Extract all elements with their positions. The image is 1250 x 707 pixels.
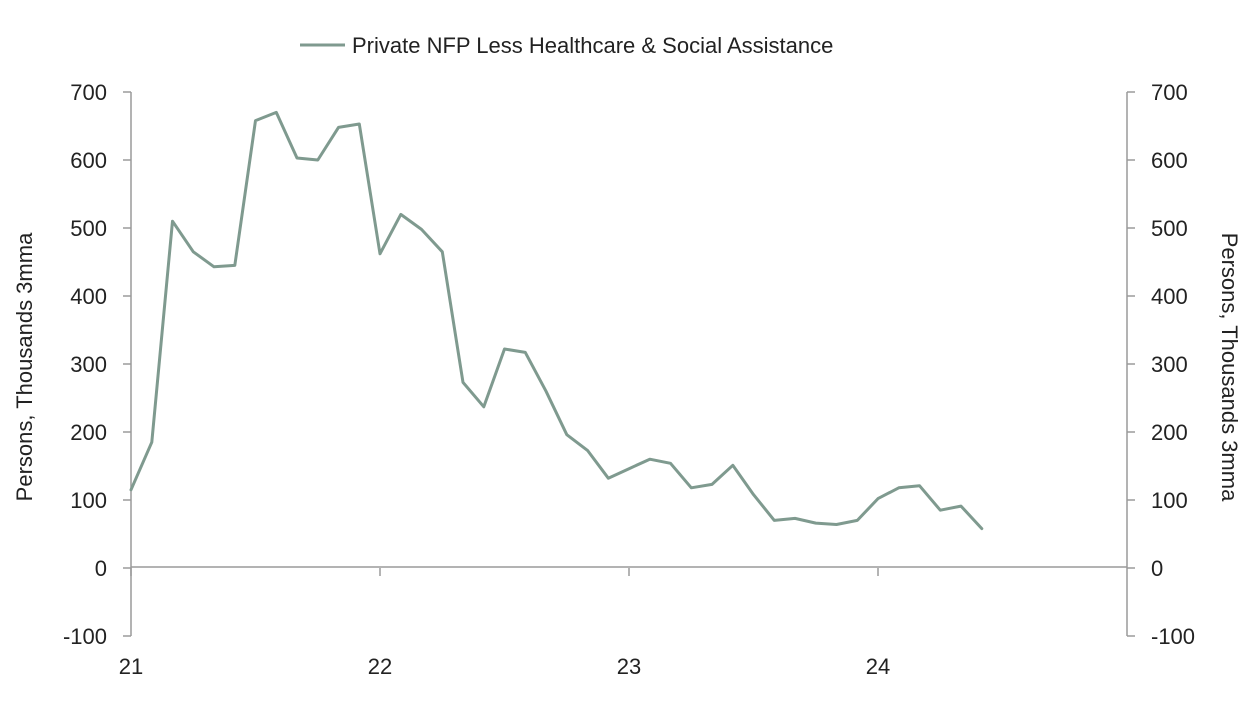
right-y-tick-label: 0 <box>1151 556 1163 581</box>
right-y-tick-label: -100 <box>1151 624 1195 649</box>
series-layer <box>129 110 984 531</box>
right-y-tick-label: 200 <box>1151 420 1188 445</box>
left-y-tick-label: 300 <box>70 352 107 377</box>
x-tick-label: 21 <box>119 654 143 679</box>
axes <box>130 92 1128 636</box>
left-y-axis-title: Persons, Thousands 3mma <box>12 232 37 501</box>
right-y-tick-label: 600 <box>1151 148 1188 173</box>
right-y-tick-label: 300 <box>1151 352 1188 377</box>
x-tick-label: 22 <box>368 654 392 679</box>
left-y-tick-label: -100 <box>63 624 107 649</box>
left-y-tick-label: 700 <box>70 80 107 105</box>
right-y-axis-title: Persons, Thousands 3mma <box>1217 233 1242 502</box>
left-y-tick-label: 100 <box>70 488 107 513</box>
right-y-tick-label: 400 <box>1151 284 1188 309</box>
x-tick-label: 23 <box>617 654 641 679</box>
right-y-tick-label: 100 <box>1151 488 1188 513</box>
legend-label: Private NFP Less Healthcare & Social Ass… <box>352 33 833 58</box>
x-ticks: 21 22 23 24 <box>119 568 890 679</box>
left-y-tick-label: 500 <box>70 216 107 241</box>
left-y-tick-label: 400 <box>70 284 107 309</box>
left-y-tick-label: 600 <box>70 148 107 173</box>
x-tick-label: 24 <box>866 654 890 679</box>
left-y-tick-label: 200 <box>70 420 107 445</box>
left-y-tick-label: 0 <box>95 556 107 581</box>
right-y-ticks: -100 0 100 200 300 400 500 600 700 <box>1127 80 1195 649</box>
series-line <box>129 110 984 531</box>
right-y-tick-label: 700 <box>1151 80 1188 105</box>
left-y-ticks: -100 0 100 200 300 400 500 600 700 <box>63 80 131 649</box>
legend: Private NFP Less Healthcare & Social Ass… <box>300 33 833 58</box>
right-y-tick-label: 500 <box>1151 216 1188 241</box>
